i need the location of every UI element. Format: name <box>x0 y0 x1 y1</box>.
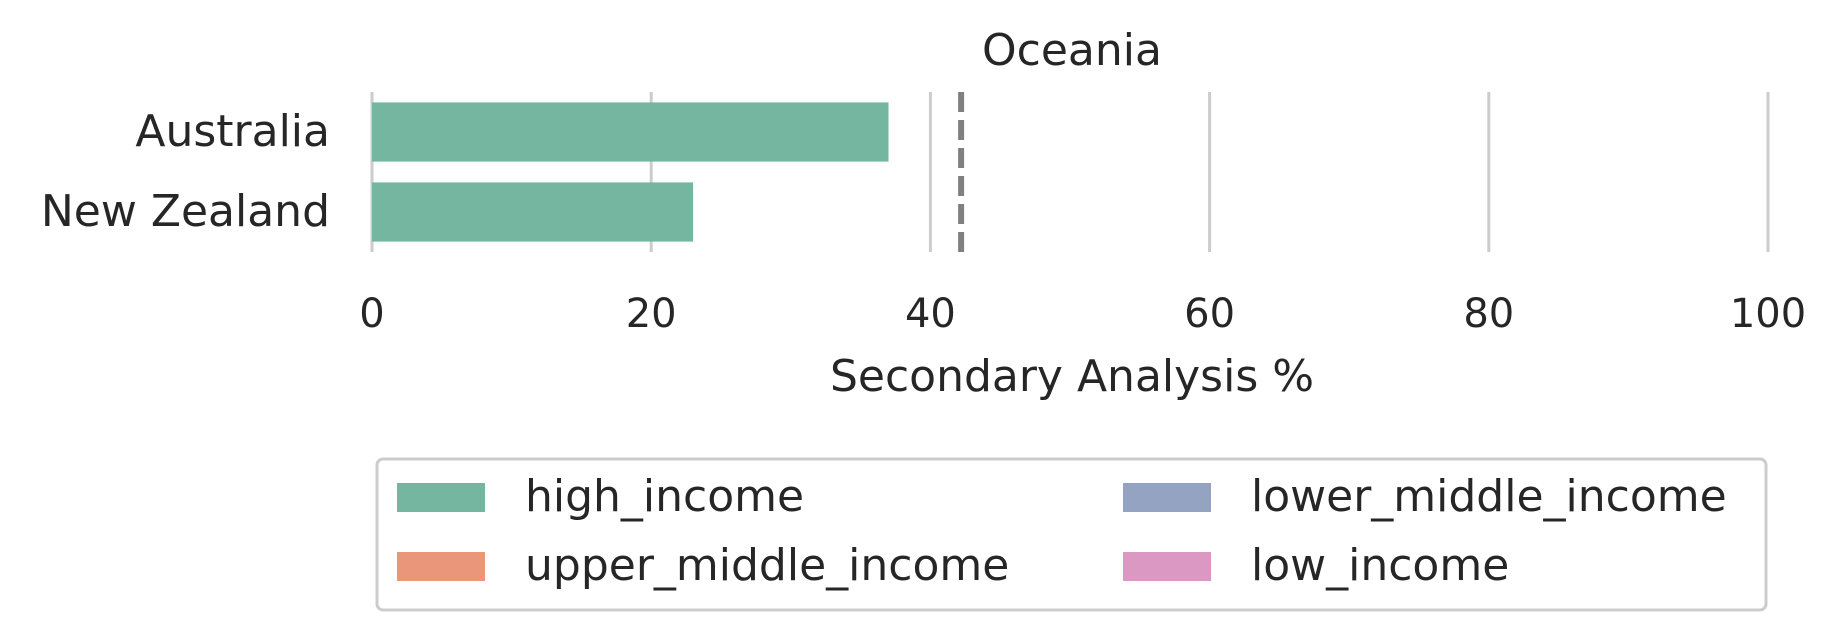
bar <box>372 102 889 162</box>
x-tick-label: 40 <box>905 291 956 337</box>
legend-swatch <box>397 483 485 512</box>
x-tick-label: 20 <box>626 291 677 337</box>
x-tick-label: 100 <box>1730 291 1806 337</box>
legend: high_income lower_middle_income upper_midd… <box>375 457 1768 612</box>
legend-label: high_income <box>525 471 804 522</box>
x-tick-label: 0 <box>359 291 384 337</box>
x-axis-label: Secondary Analysis % <box>830 351 1314 402</box>
category-labels: Australia New Zealand <box>41 106 330 237</box>
chart-title: Oceania <box>982 25 1162 76</box>
category-label: New Zealand <box>41 186 330 237</box>
bars <box>372 102 889 242</box>
bar <box>372 182 694 242</box>
legend-label: low_income <box>1251 540 1509 591</box>
legend-swatch <box>1123 552 1211 581</box>
legend-swatch <box>397 552 485 581</box>
x-tick-label: 60 <box>1184 291 1235 337</box>
legend-label: lower_middle_income <box>1251 471 1727 522</box>
legend-swatch <box>1123 483 1211 512</box>
category-label: Australia <box>135 106 330 157</box>
x-tick-labels: 0 20 40 60 80 100 <box>359 291 1806 337</box>
legend-label: upper_middle_income <box>525 540 1009 591</box>
x-tick-label: 80 <box>1463 291 1514 337</box>
legend-frame <box>375 457 1768 612</box>
